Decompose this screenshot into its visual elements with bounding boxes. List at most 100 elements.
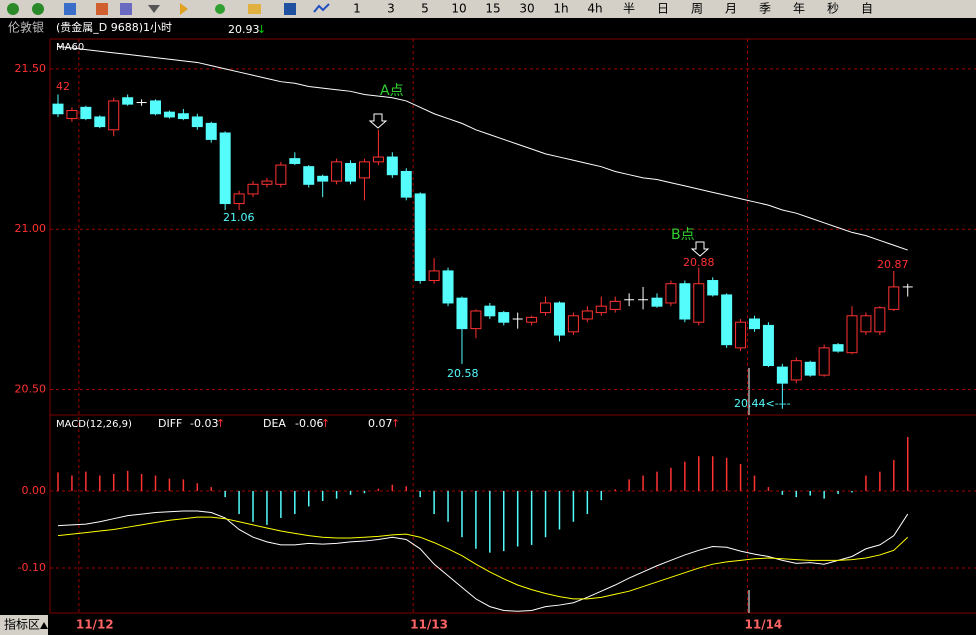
candle-body: [414, 193, 426, 282]
candle-body: [177, 113, 189, 120]
legend-arrow: ↑: [321, 417, 330, 430]
candle-body: [888, 286, 900, 310]
legend-arrow: ↑: [216, 417, 225, 430]
annotation: 20.44<----: [734, 397, 791, 410]
toolbar-button[interactable]: 5: [421, 2, 429, 16]
indicator-tab-label: 指标区: [4, 617, 40, 632]
annotation: 20.87: [877, 258, 909, 271]
toolbar-icons: [7, 3, 330, 15]
candle-body: [261, 180, 273, 185]
candle-body: [595, 305, 607, 314]
candle-body: [108, 100, 120, 131]
toolbar-button[interactable]: 月: [725, 2, 737, 16]
candle-body: [289, 158, 301, 164]
y-tick-label: 0.00: [22, 484, 47, 497]
candle-body: [52, 103, 64, 115]
candle-body: [818, 347, 830, 376]
candle-body: [498, 312, 510, 323]
candle-body: [386, 156, 398, 176]
candle-body: [303, 166, 315, 185]
candle-body: [749, 318, 760, 330]
current-arrow: ↓: [257, 23, 266, 36]
candle-body: [428, 270, 440, 282]
macd-line: [57, 516, 909, 600]
candle-body: [372, 156, 384, 163]
candle-body: [331, 161, 343, 182]
legend-value: -0.03: [190, 417, 218, 430]
y-tick-label: 20.50: [15, 383, 47, 396]
candle-body: [665, 283, 677, 304]
candle-body: [247, 183, 259, 195]
candle-body: [275, 164, 287, 185]
annotation: 20.88: [683, 256, 715, 269]
toolbar-button[interactable]: 10: [451, 2, 466, 16]
toolbar-button[interactable]: 半: [623, 2, 635, 16]
candle-body: [442, 270, 454, 304]
candle-body: [721, 294, 733, 346]
x-tick-label: 11/13: [410, 618, 448, 632]
candle-body: [163, 111, 175, 118]
candle-body: [846, 315, 858, 354]
candle-body: [567, 315, 579, 333]
toolbar-button[interactable]: 日: [657, 2, 669, 16]
candle-body: [679, 283, 691, 320]
candle-body: [317, 175, 329, 182]
toolbar-button[interactable]: 15: [485, 2, 500, 16]
legend-name: DIFF: [158, 417, 182, 430]
candle-body: [804, 361, 816, 376]
b-arrow: [690, 241, 710, 257]
y-tick-label: -0.10: [18, 561, 46, 574]
candle-body: [776, 366, 788, 384]
candle-body: [470, 310, 482, 330]
toolbar-button[interactable]: 4h: [587, 2, 602, 16]
candle-body: [66, 110, 78, 120]
toolbar-button[interactable]: 3: [387, 2, 395, 16]
candle-body: [484, 305, 496, 317]
a-arrow: [368, 113, 388, 129]
toolbar-button[interactable]: 秒: [827, 2, 839, 16]
y-tick-label: 21.00: [15, 222, 47, 235]
symbol: 伦敦银: [8, 20, 44, 35]
toolbar-button[interactable]: 自: [861, 2, 873, 16]
candle-body: [150, 100, 162, 115]
current-value: 20.93: [228, 23, 260, 36]
candle-body: [609, 300, 621, 310]
x-tick-label: 11/14: [745, 618, 783, 632]
toolbar-button[interactable]: 年: [793, 2, 805, 16]
legend-name: DEA: [263, 417, 286, 430]
candle-body: [762, 324, 774, 366]
toolbar-button[interactable]: 30: [519, 2, 534, 16]
annotation: B点: [671, 227, 695, 243]
candle-body: [860, 315, 872, 333]
histogram-arrow: ↑: [391, 417, 400, 430]
candle-body: [651, 297, 663, 307]
annotation: A点: [380, 83, 404, 99]
annotation: 42: [56, 80, 70, 93]
macd-line: [57, 510, 909, 612]
candle-body: [790, 360, 802, 381]
toolbar-button[interactable]: 1: [353, 2, 361, 16]
candle-body: [191, 116, 203, 128]
candle-body: [80, 106, 92, 120]
candle-body: [122, 97, 134, 105]
candle-body: [540, 302, 552, 314]
candle-body: [456, 297, 468, 330]
tab-arrow: [40, 622, 48, 629]
x-tick-label: 11/12: [76, 618, 114, 632]
candle-body: [205, 122, 217, 140]
legend-value: -0.06: [295, 417, 323, 430]
candle-body: [735, 321, 747, 349]
macd-title: MACD(12,26,9): [56, 419, 132, 430]
toolbar: [0, 0, 976, 18]
candle-body: [874, 307, 886, 333]
candle-body: [345, 162, 357, 182]
y-tick-label: 21.50: [15, 62, 47, 75]
candle-body: [219, 132, 231, 205]
annotation: 21.06: [223, 211, 255, 224]
toolbar-button[interactable]: 1h: [553, 2, 568, 16]
toolbar-button[interactable]: 周: [691, 2, 703, 16]
toolbar-button[interactable]: 季: [759, 2, 771, 16]
ma-line: [57, 45, 908, 251]
indicator-tab[interactable]: [0, 615, 48, 635]
